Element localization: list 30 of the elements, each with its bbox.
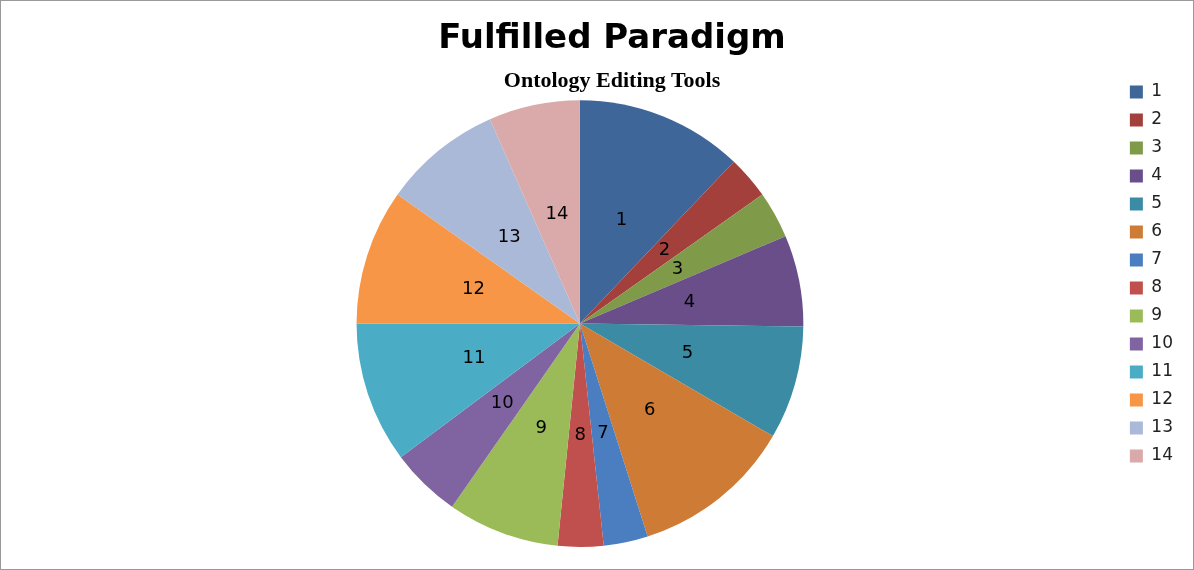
- slice-label: 12: [462, 277, 485, 299]
- legend-label: 8: [1151, 276, 1163, 297]
- slice-label: 13: [497, 224, 521, 246]
- legend-label: 9: [1151, 304, 1163, 325]
- slice-label: 4: [683, 289, 696, 311]
- slice-label: 7: [597, 420, 609, 442]
- legend-label: 14: [1151, 444, 1174, 465]
- chart-subtitle: Ontology Editing Tools: [503, 66, 721, 92]
- slice-label: 5: [681, 341, 694, 363]
- slice-label: 2: [658, 238, 671, 260]
- slice-label: 9: [535, 416, 547, 438]
- legend-label: 5: [1151, 192, 1163, 213]
- chart-title: Fulfilled Paradigm: [438, 16, 786, 57]
- slice-label: 1: [615, 207, 628, 229]
- legend-label: 13: [1151, 416, 1174, 437]
- legend-label: 3: [1151, 136, 1163, 157]
- legend-label: 11: [1151, 360, 1174, 381]
- legend-label: 1: [1151, 80, 1163, 101]
- slice-label: 8: [574, 422, 587, 444]
- slice-label: 11: [462, 346, 486, 368]
- legend-label: 6: [1151, 220, 1163, 241]
- legend-label: 12: [1151, 388, 1174, 409]
- legend-label: 2: [1151, 108, 1163, 129]
- slice-label: 14: [545, 201, 569, 223]
- slice-label: 10: [490, 391, 514, 413]
- slice-label: 3: [671, 256, 684, 278]
- legend-label: 4: [1151, 164, 1163, 185]
- slice-label: 6: [644, 398, 656, 420]
- legend-label: 7: [1151, 248, 1163, 269]
- legend-label: 10: [1151, 332, 1174, 353]
